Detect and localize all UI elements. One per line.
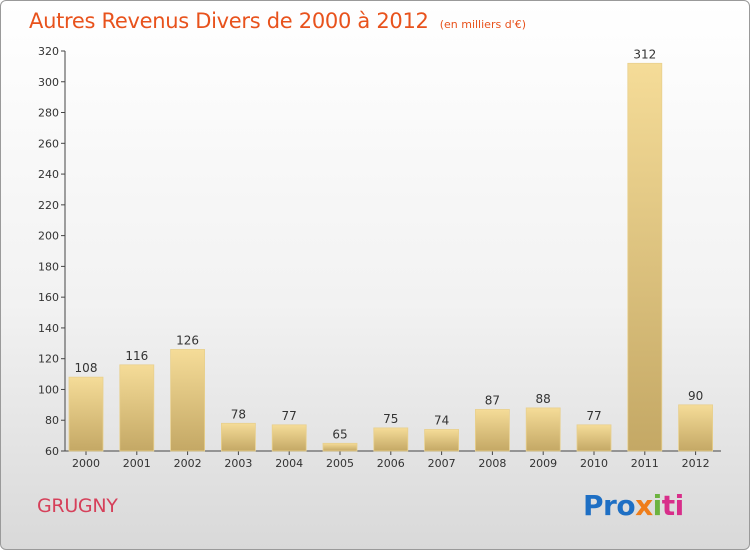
y-tick-label: 240 [38, 168, 59, 181]
chart-unit-label: (en milliers d'€) [439, 18, 526, 31]
y-tick-label: 300 [38, 76, 59, 89]
value-label-2007: 74 [434, 413, 449, 427]
bar-2012 [678, 404, 713, 452]
x-tick-label-2003: 2003 [224, 457, 252, 470]
value-label-2010: 77 [586, 409, 601, 423]
x-tick-label-2006: 2006 [377, 457, 405, 470]
bars [68, 62, 713, 452]
bar-2003 [220, 422, 256, 452]
logo-part-4: ti [661, 489, 684, 522]
y-tick-label: 100 [38, 383, 59, 396]
bar-2008 [474, 409, 510, 452]
bar-2006 [373, 427, 409, 452]
value-label-2006: 75 [383, 412, 398, 426]
bar-2011 [627, 62, 663, 452]
value-label-2008: 87 [485, 393, 500, 407]
chart-title-text: Autres Revenus Divers de 2000 à 2012 [29, 9, 429, 33]
y-tick-label: 220 [38, 199, 59, 212]
y-tick-label: 120 [38, 353, 59, 366]
logo-part-1: Pro [583, 489, 636, 522]
value-label-2004: 77 [282, 409, 297, 423]
logo-part-2: x [635, 489, 653, 522]
bar-2002 [170, 349, 206, 452]
y-tick-label: 180 [38, 260, 59, 273]
y-tick-label: 160 [38, 291, 59, 304]
x-tick-label-2007: 2007 [428, 457, 456, 470]
bar-2004 [271, 424, 307, 452]
x-tick-label-2011: 2011 [631, 457, 659, 470]
bar-2005 [322, 442, 358, 452]
x-tick-label-2008: 2008 [478, 457, 506, 470]
value-label-2011: 312 [633, 47, 656, 61]
x-tick-label-2010: 2010 [580, 457, 608, 470]
logo-part-3: i [652, 489, 663, 522]
x-tick-label-2000: 2000 [72, 457, 100, 470]
value-label-2005: 65 [332, 427, 347, 441]
bar-2010 [576, 424, 612, 452]
commune-name: GRUGNY [37, 495, 118, 517]
y-tick-label: 280 [38, 107, 59, 120]
value-labels: 108 116 126 78 77 65 75 74 87 88 77 312 90 [75, 47, 704, 441]
bar-2009 [525, 407, 561, 452]
y-tick-label: 260 [38, 137, 59, 150]
x-tick-label-2005: 2005 [326, 457, 354, 470]
y-tick-label: 60 [45, 445, 59, 458]
y-tick-label: 140 [38, 322, 59, 335]
y-tick-label: 320 [38, 45, 59, 58]
chart-title: Autres Revenus Divers de 2000 à 2012 (en… [29, 9, 526, 33]
value-label-2001: 116 [125, 349, 148, 363]
x-tick-label-2009: 2009 [529, 457, 557, 470]
x-tick-label-2002: 2002 [174, 457, 202, 470]
bar-2007 [424, 429, 460, 452]
axes: 60 80 100 120 140 160 180 200 220 240 260 280 300 320… [38, 45, 721, 470]
x-tick-label-2001: 2001 [123, 457, 151, 470]
value-label-2009: 88 [536, 392, 551, 406]
y-tick-label: 80 [45, 414, 59, 427]
bar-2001 [119, 364, 155, 452]
x-tick-label-2004: 2004 [275, 457, 303, 470]
y-tick-label: 200 [38, 230, 59, 243]
proxiti-logo: Proxiti [583, 489, 684, 522]
value-label-2000: 108 [75, 361, 98, 375]
value-label-2012: 90 [688, 389, 703, 403]
value-label-2003: 78 [231, 407, 246, 421]
value-label-2002: 126 [176, 333, 199, 347]
x-tick-label-2012: 2012 [682, 457, 710, 470]
bar-2000 [68, 376, 104, 452]
